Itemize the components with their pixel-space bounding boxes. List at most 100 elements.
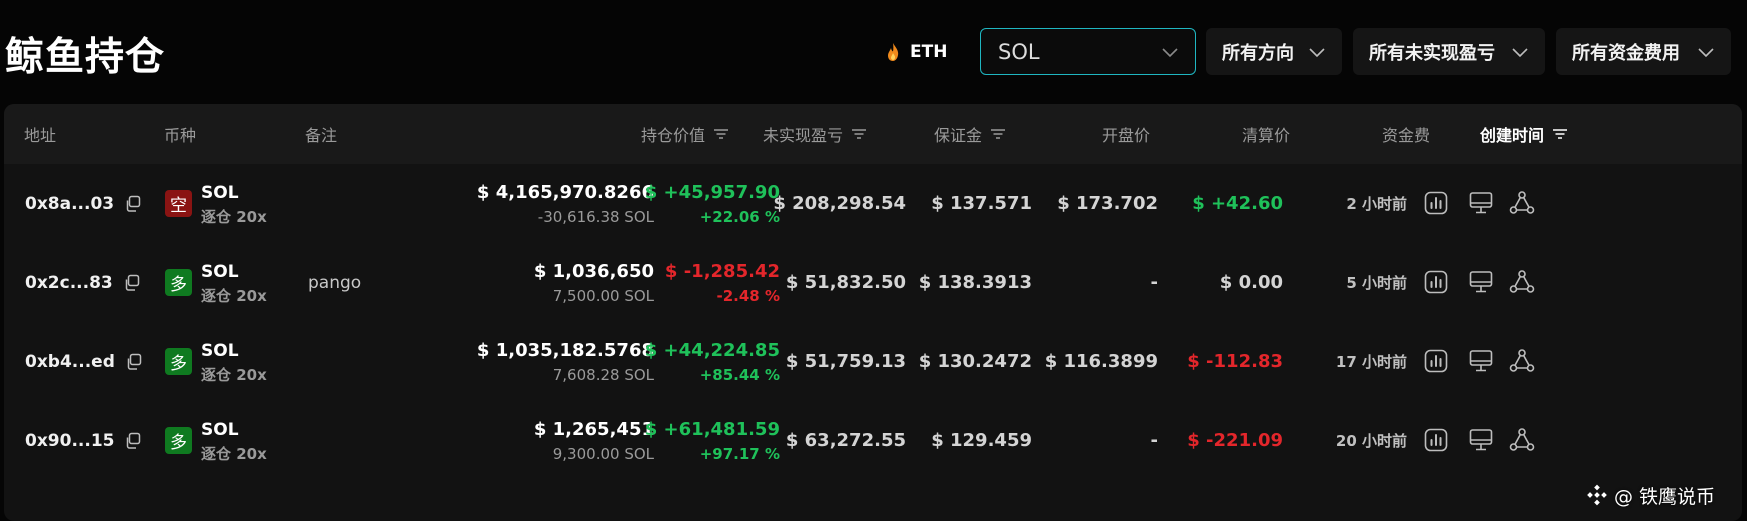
table-row[interactable]: 0x90...15 多 SOL 逐仓 20x $ 1,265,451 9,300.00 S…: [4, 401, 1742, 480]
entry-price: $ 130.2472: [918, 351, 1032, 372]
chart-icon[interactable]: [1423, 190, 1449, 216]
eth-label: ETH: [910, 42, 948, 62]
sort-icon: [714, 129, 728, 139]
chevron-down-icon: [1512, 47, 1528, 57]
note-text: pango: [308, 272, 362, 293]
unrealized-pnl-percent: +22.06 %: [699, 208, 780, 226]
created-time: 20 小时前: [1335, 432, 1407, 450]
margin-value: $ 208,298.54: [773, 193, 906, 214]
col-created-time-label: 创建时间: [1480, 126, 1545, 145]
top-bar: 鲸鱼持仓 ETH SOL 所有方向 所有未实现盈亏 所有资金费用: [0, 0, 1747, 102]
unrealized-pnl-select[interactable]: 所有未实现盈亏: [1353, 28, 1545, 75]
side-badge: 多: [165, 348, 192, 375]
monitor-icon[interactable]: [1468, 427, 1494, 453]
funding-fee: $ -112.83: [1187, 351, 1283, 372]
entry-price: $ 138.3913: [918, 272, 1032, 293]
position-value: $ 1,036,650: [533, 261, 654, 282]
col-entry-price: 开盘价: [1101, 126, 1150, 145]
direction-select[interactable]: 所有方向: [1206, 28, 1342, 75]
unrealized-pnl: $ +44,224.85: [644, 340, 780, 361]
side-badge: 多: [165, 427, 192, 454]
created-time: 2 小时前: [1346, 195, 1407, 213]
address-text: 0x2c...83: [25, 272, 113, 293]
funding-fee: $ 0.00: [1219, 272, 1283, 293]
position-value: $ 4,165,970.8266: [476, 182, 654, 203]
position-size: -30,616.38 SOL: [537, 208, 654, 226]
table-row[interactable]: 0x8a...03 空 SOL 逐仓 20x $ 4,165,970.8266 -30,6…: [4, 164, 1742, 243]
margin-mode: 逐仓 20x: [201, 287, 267, 305]
copy-icon[interactable]: [125, 353, 143, 371]
col-note: 备注: [305, 126, 338, 145]
margin-mode: 逐仓 20x: [201, 445, 267, 463]
entry-price: $ 137.571: [931, 193, 1032, 214]
share-nodes-icon[interactable]: [1509, 348, 1535, 374]
position-size: 7,500.00 SOL: [552, 287, 654, 305]
funding-fee: $ +42.60: [1192, 193, 1283, 214]
share-nodes-icon[interactable]: [1509, 269, 1535, 295]
address-text: 0xb4...ed: [25, 351, 115, 372]
watermark: @ 铁鹰说币: [1586, 482, 1715, 508]
col-coin: 币种: [164, 126, 197, 145]
col-margin[interactable]: 保证金: [884, 104, 1006, 164]
share-nodes-icon[interactable]: [1509, 190, 1535, 216]
margin-value: $ 63,272.55: [785, 430, 906, 451]
page-title: 鲸鱼持仓: [5, 35, 166, 80]
position-size: 7,608.28 SOL: [552, 366, 654, 384]
position-value: $ 1,035,182.5768: [476, 340, 654, 361]
chevron-down-icon: [1162, 47, 1178, 57]
coin-name: SOL: [201, 420, 239, 440]
address-cell[interactable]: 0x90...15: [25, 401, 142, 480]
copy-icon[interactable]: [124, 195, 142, 213]
created-time: 5 小时前: [1346, 274, 1407, 292]
position-value: $ 1,265,451: [533, 419, 654, 440]
address-text: 0x90...15: [25, 430, 115, 451]
col-unrealized-pnl-label: 未实现盈亏: [762, 126, 843, 145]
table-row[interactable]: 0xb4...ed 多 SOL 逐仓 20x $ 1,035,182.5768 7,608…: [4, 322, 1742, 401]
copy-icon[interactable]: [124, 432, 142, 450]
chart-icon[interactable]: [1423, 427, 1449, 453]
eth-chip[interactable]: ETH: [886, 38, 947, 66]
col-margin-label: 保证金: [933, 126, 982, 145]
position-size: 9,300.00 SOL: [552, 445, 654, 463]
coin-select[interactable]: SOL: [980, 28, 1196, 75]
address-cell[interactable]: 0xb4...ed: [25, 322, 143, 401]
col-unrealized-pnl[interactable]: 未实现盈亏: [739, 104, 867, 164]
monitor-icon[interactable]: [1468, 269, 1494, 295]
unrealized-pnl-select-value: 所有未实现盈亏: [1369, 42, 1495, 64]
sort-icon: [852, 129, 866, 139]
unrealized-pnl: $ +61,481.59: [644, 419, 780, 440]
liquidation-price: -: [1150, 272, 1158, 293]
address-cell[interactable]: 0x8a...03: [25, 164, 142, 243]
liquidation-price: $ 173.702: [1057, 193, 1158, 214]
table-row[interactable]: 0x2c...83 多 SOL 逐仓 20x pango $ 1,036,650 7,500…: [4, 243, 1742, 322]
unrealized-pnl-percent: +85.44 %: [699, 366, 780, 384]
col-funding: 资金费: [1381, 126, 1430, 145]
chevron-down-icon: [1309, 47, 1325, 57]
chart-icon[interactable]: [1423, 269, 1449, 295]
margin-value: $ 51,759.13: [785, 351, 906, 372]
col-value[interactable]: 持仓价值: [564, 104, 729, 164]
coin-select-value: SOL: [998, 39, 1040, 64]
coin-name: SOL: [201, 262, 239, 282]
funding-fee-select[interactable]: 所有资金费用: [1556, 28, 1731, 75]
funding-fee-select-value: 所有资金费用: [1572, 42, 1680, 64]
monitor-icon[interactable]: [1468, 190, 1494, 216]
table-header: 地址 币种 备注 持仓价值 未实现盈亏 保证金 开盘价 清算价 资金费 创建时间: [4, 104, 1742, 164]
unrealized-pnl: $ -1,285.42: [664, 261, 780, 282]
col-liq-price: 清算价: [1241, 126, 1290, 145]
col-created-time[interactable]: 创建时间: [1480, 104, 1568, 164]
address-text: 0x8a...03: [25, 193, 115, 214]
side-badge: 空: [165, 190, 192, 217]
coin-name: SOL: [201, 341, 239, 361]
binance-logo-icon: [1587, 484, 1607, 506]
entry-price: $ 129.459: [931, 430, 1032, 451]
sort-icon: [1553, 129, 1568, 139]
chart-icon[interactable]: [1423, 348, 1449, 374]
copy-icon[interactable]: [123, 274, 141, 292]
created-time: 17 小时前: [1335, 353, 1407, 371]
monitor-icon[interactable]: [1468, 348, 1494, 374]
liquidation-price: -: [1150, 430, 1158, 451]
col-address: 地址: [24, 126, 57, 145]
address-cell[interactable]: 0x2c...83: [25, 243, 141, 322]
share-nodes-icon[interactable]: [1509, 427, 1535, 453]
